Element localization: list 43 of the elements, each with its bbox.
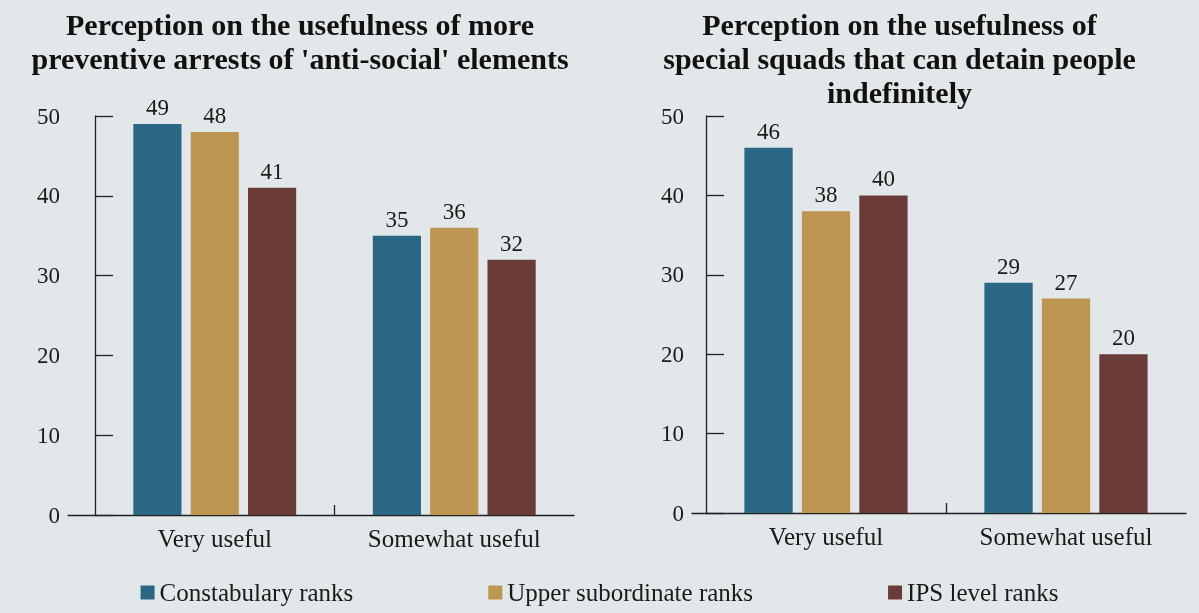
bar (248, 187, 297, 515)
bar (1099, 354, 1148, 513)
data-label: 40 (871, 166, 895, 192)
bar (984, 282, 1033, 513)
y-tick-label: 30 (37, 263, 60, 289)
data-label: 20 (1111, 325, 1135, 351)
x-tick-label: Very useful (157, 525, 273, 552)
data-label: 35 (385, 206, 409, 232)
bar (801, 211, 851, 513)
y-tick-label: 50 (37, 103, 60, 129)
data-label: 32 (500, 230, 524, 256)
bar (487, 259, 536, 515)
x-tick-label: Very useful (768, 523, 884, 550)
data-label: 29 (997, 253, 1021, 279)
bar (859, 195, 908, 513)
x-tick-label: Somewhat useful (367, 525, 541, 552)
y-tick-label: 0 (672, 500, 684, 526)
y-tick-label: 20 (37, 342, 60, 368)
bar (430, 227, 479, 515)
bar (1041, 298, 1091, 513)
bar (133, 123, 182, 515)
legend-label: Constabulary ranks (159, 579, 354, 606)
data-label: 49 (145, 94, 169, 120)
y-tick-label: 0 (48, 502, 60, 528)
y-tick-label: 20 (661, 341, 684, 367)
x-tick-label: Somewhat useful (979, 523, 1153, 550)
y-tick-label: 40 (37, 183, 60, 209)
legend-label: IPS level ranks (907, 579, 1059, 606)
bar (372, 235, 421, 515)
data-label: 36 (442, 198, 466, 224)
bar (744, 147, 793, 513)
data-label: 46 (757, 118, 781, 144)
y-tick-label: 10 (37, 422, 60, 448)
bar (190, 131, 239, 515)
data-label: 38 (814, 182, 838, 208)
data-label: 27 (1054, 269, 1078, 295)
data-label: 48 (203, 102, 227, 128)
chart-title: Perception on the usefulness of more preventive arrests of 'anti-social' elements (31, 7, 569, 75)
y-tick-label: 40 (661, 182, 684, 208)
y-tick-label: 10 (661, 421, 684, 447)
y-tick-label: 30 (661, 262, 684, 288)
data-label: 41 (260, 158, 284, 184)
legend-label: Upper subordinate ranks (507, 579, 754, 606)
